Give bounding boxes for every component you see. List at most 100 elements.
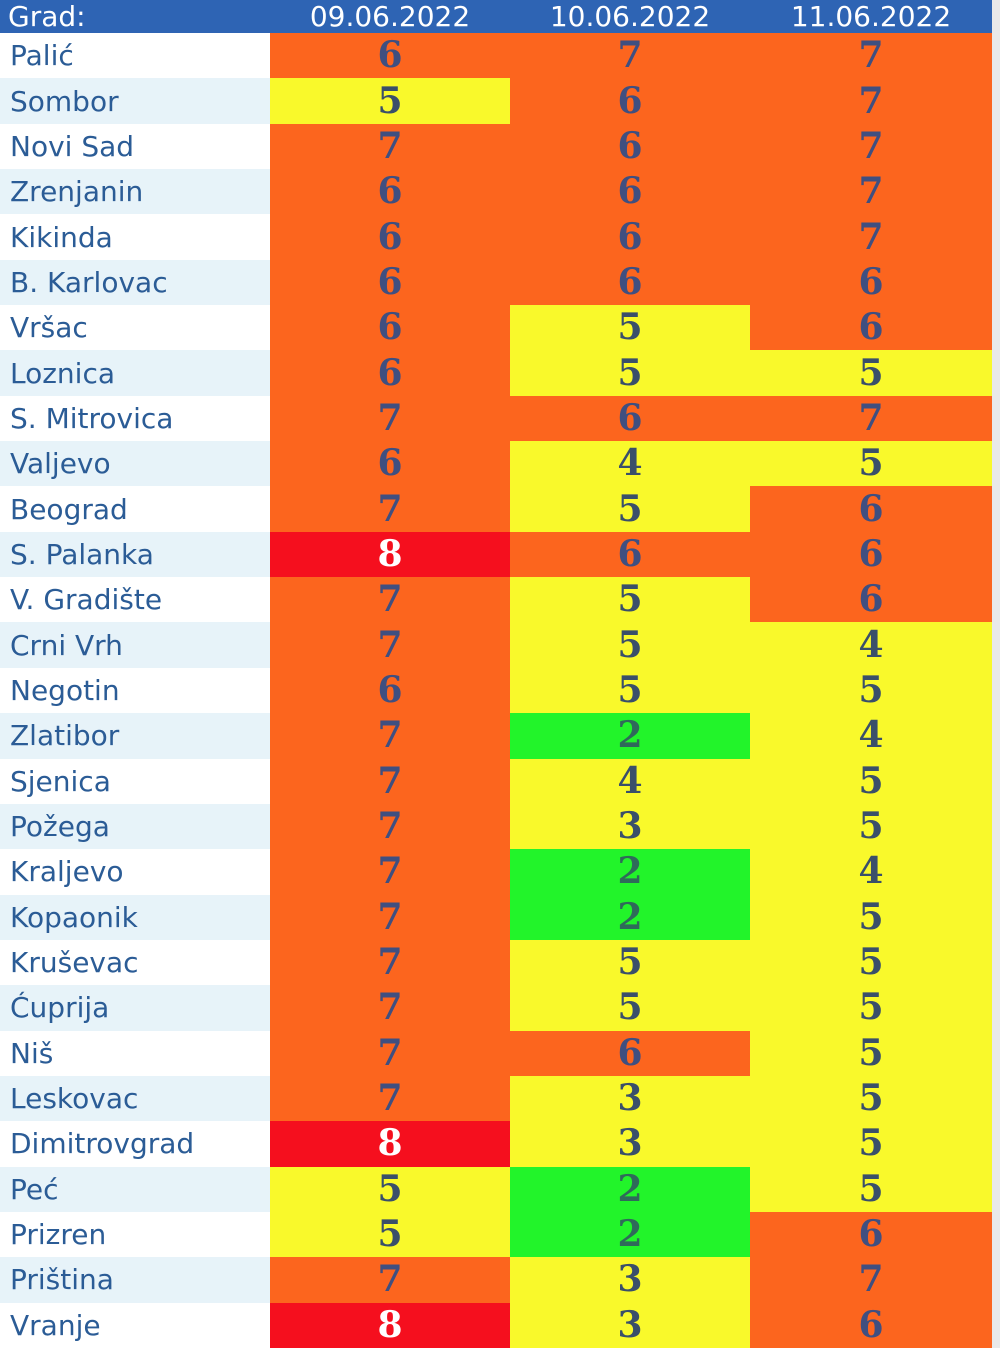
uv-value-day-3: 7 xyxy=(750,169,992,215)
uv-value-day-2: 3 xyxy=(510,1121,750,1167)
uv-value-day-3: 7 xyxy=(750,78,992,124)
city-name: Kruševac xyxy=(0,939,270,986)
uv-value-day-3: 7 xyxy=(750,214,992,260)
city-name: Leskovac xyxy=(0,1075,270,1122)
city-name: Kikinda xyxy=(0,214,270,260)
city-name: B. Karlovac xyxy=(0,259,270,306)
table-row: Prizren 5 2 6 xyxy=(0,1211,992,1258)
table-header: Grad: 09.06.2022 10.06.2022 11.06.2022 xyxy=(0,0,992,33)
uv-value-day-1: 7 xyxy=(270,713,510,759)
city-name: Sombor xyxy=(0,78,270,124)
uv-value-day-2: 3 xyxy=(510,803,750,850)
table-row: Dimitrovgrad 8 3 5 xyxy=(0,1121,992,1167)
table-row: B. Karlovac 6 6 6 xyxy=(0,259,992,306)
city-name: Crni Vrh xyxy=(0,622,270,668)
uv-value-day-2: 4 xyxy=(510,441,750,487)
table-row: Niš 7 6 5 xyxy=(0,1030,992,1076)
uv-value-day-1: 7 xyxy=(270,395,510,442)
uv-value-day-2: 5 xyxy=(510,350,750,396)
header-date-2: 10.06.2022 xyxy=(510,0,750,33)
uv-value-day-1: 5 xyxy=(270,78,510,124)
uv-value-day-1: 7 xyxy=(270,1075,510,1122)
uv-value-day-1: 7 xyxy=(270,849,510,895)
uv-value-day-1: 7 xyxy=(270,803,510,850)
uv-value-day-3: 4 xyxy=(750,849,992,895)
uv-value-day-1: 5 xyxy=(270,1211,510,1258)
table-row: Sjenica 7 4 5 xyxy=(0,758,992,804)
city-name: Loznica xyxy=(0,350,270,396)
uv-value-day-1: 7 xyxy=(270,758,510,804)
city-name: Valjevo xyxy=(0,441,270,487)
uv-value-day-3: 5 xyxy=(750,803,992,850)
table-row: Vršac 6 5 6 xyxy=(0,305,992,351)
table-row: Ćuprija 7 5 5 xyxy=(0,985,992,1031)
uv-value-day-2: 2 xyxy=(510,713,750,759)
table-row: Vranje 8 3 6 xyxy=(0,1302,992,1348)
uv-value-day-3: 5 xyxy=(750,1121,992,1167)
city-name: Vršac xyxy=(0,305,270,351)
uv-value-day-1: 6 xyxy=(270,169,510,215)
table-row: Zrenjanin 6 6 7 xyxy=(0,169,992,215)
city-name: S. Palanka xyxy=(0,531,270,578)
table-row: V. Gradište 7 5 6 xyxy=(0,577,992,623)
uv-value-day-3: 7 xyxy=(750,123,992,170)
table-row: Palić 6 7 7 xyxy=(0,33,992,79)
city-name: V. Gradište xyxy=(0,577,270,623)
uv-value-day-2: 6 xyxy=(510,531,750,578)
city-name: Vranje xyxy=(0,1302,270,1348)
city-name: Negotin xyxy=(0,667,270,714)
uv-value-day-1: 8 xyxy=(270,531,510,578)
city-name: Sjenica xyxy=(0,758,270,804)
uv-value-day-2: 6 xyxy=(510,169,750,215)
table-row: Sombor 5 6 7 xyxy=(0,78,992,124)
uv-value-day-3: 6 xyxy=(750,486,992,532)
uv-value-day-1: 7 xyxy=(270,622,510,668)
right-border xyxy=(992,0,1000,1348)
uv-value-day-3: 6 xyxy=(750,305,992,351)
city-name: Zlatibor xyxy=(0,713,270,759)
uv-value-day-1: 6 xyxy=(270,350,510,396)
table-row: Kopaonik 7 2 5 xyxy=(0,894,992,940)
uv-value-day-2: 6 xyxy=(510,123,750,170)
header-date-1: 09.06.2022 xyxy=(270,0,510,33)
uv-value-day-3: 5 xyxy=(750,441,992,487)
city-name: Peć xyxy=(0,1166,270,1212)
table-row: Kikinda 6 6 7 xyxy=(0,214,992,260)
uv-value-day-1: 8 xyxy=(270,1121,510,1167)
uv-value-day-3: 7 xyxy=(750,395,992,442)
uv-value-day-3: 5 xyxy=(750,758,992,804)
header-city: Grad: xyxy=(0,0,270,33)
uv-value-day-3: 6 xyxy=(750,531,992,578)
uv-value-day-1: 7 xyxy=(270,985,510,1031)
city-name: Zrenjanin xyxy=(0,169,270,215)
table-row: Leskovac 7 3 5 xyxy=(0,1075,992,1122)
uv-value-day-1: 6 xyxy=(270,667,510,714)
uv-value-day-2: 3 xyxy=(510,1302,750,1348)
uv-value-day-3: 4 xyxy=(750,713,992,759)
uv-value-day-1: 6 xyxy=(270,305,510,351)
uv-value-day-2: 6 xyxy=(510,259,750,306)
uv-value-day-2: 6 xyxy=(510,1030,750,1076)
uv-value-day-1: 7 xyxy=(270,894,510,940)
table-row: S. Mitrovica 7 6 7 xyxy=(0,395,992,442)
table-row: Kraljevo 7 2 4 xyxy=(0,849,992,895)
uv-value-day-3: 6 xyxy=(750,577,992,623)
city-name: Požega xyxy=(0,803,270,850)
uv-value-day-3: 5 xyxy=(750,939,992,986)
city-name: Novi Sad xyxy=(0,123,270,170)
uv-value-day-3: 5 xyxy=(750,1166,992,1212)
uv-value-day-1: 7 xyxy=(270,123,510,170)
uv-value-day-2: 2 xyxy=(510,849,750,895)
uv-value-day-1: 6 xyxy=(270,33,510,79)
uv-value-day-1: 7 xyxy=(270,1030,510,1076)
uv-value-day-2: 5 xyxy=(510,622,750,668)
uv-value-day-2: 6 xyxy=(510,214,750,260)
table-row: Priština 7 3 7 xyxy=(0,1257,992,1303)
uv-value-day-2: 6 xyxy=(510,395,750,442)
city-name: Priština xyxy=(0,1257,270,1303)
uv-value-day-2: 2 xyxy=(510,894,750,940)
table-row: Kruševac 7 5 5 xyxy=(0,939,992,986)
city-name: Kopaonik xyxy=(0,894,270,940)
table-row: Beograd 7 5 6 xyxy=(0,486,992,532)
